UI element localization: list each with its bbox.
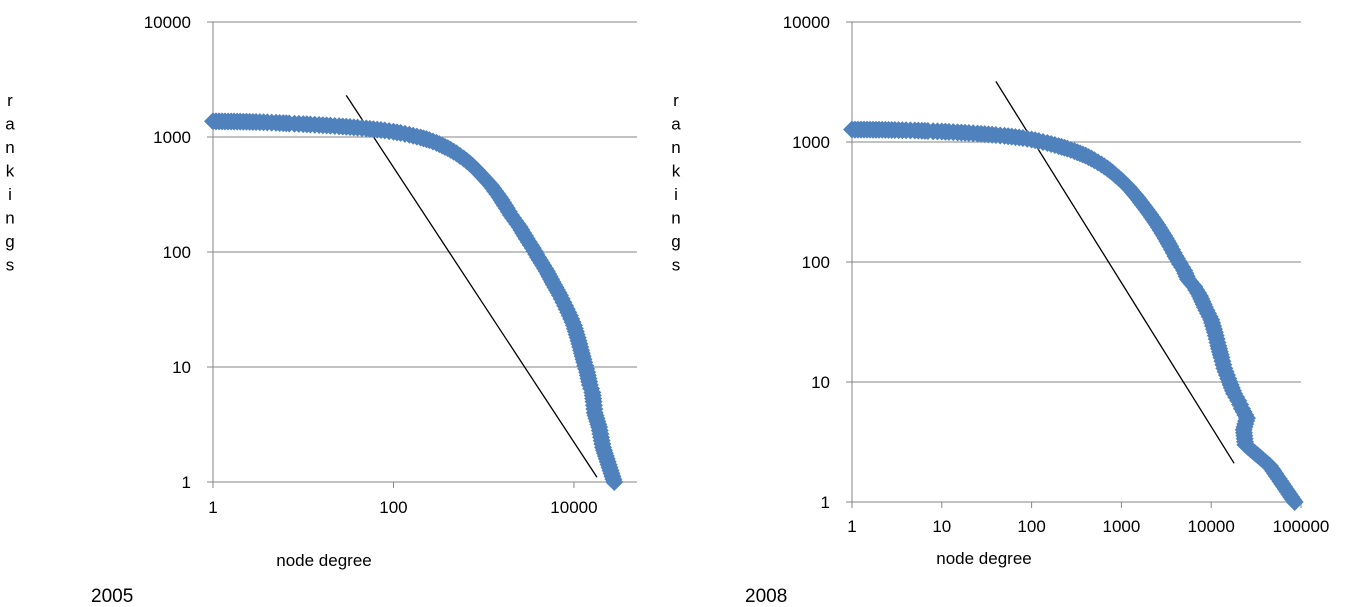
chart-caption-2005: 2005 [91,586,133,607]
tick-labels-2008: 1 10 100 1000 10000 1 10 100 1000 10000 100000 [783,13,1330,536]
y-tick-label: 1000 [153,128,191,147]
y-tick-label: 1 [182,473,191,492]
axes-2005 [207,21,637,488]
y-axis-title-letter: n [5,138,14,157]
x-tick-label: 100000 [1273,517,1330,536]
y-tick-label: 100 [802,253,830,272]
x-tick-label: 1 [847,517,856,536]
y-axis-title-letter: s [672,256,681,275]
y-axis-title-letter: n [5,209,14,228]
axes-2008 [846,21,1302,508]
x-tick-label: 100 [1017,517,1045,536]
y-axis-title-letter: a [5,115,15,134]
gridlines-2008 [852,21,1301,383]
fit-line-2005 [345,95,598,478]
data-point [1285,493,1304,511]
tick-labels-2005: 1 10 100 1000 10000 1 100 10000 [144,13,598,517]
y-axis-title-letter: r [7,91,13,110]
y-tick-label: 10000 [144,13,191,32]
y-tick-label: 10000 [783,13,830,32]
y-tick-label: 10 [172,358,191,377]
y-tick-label: 1000 [792,133,830,152]
x-axis-title-2008: node degree [936,549,1031,568]
y-axis-title-letter: r [673,91,679,110]
x-tick-label: 1 [208,498,217,517]
y-tick-label: 1 [821,493,830,512]
x-tick-label: 1000 [1102,517,1140,536]
y-axis-title-letter: s [6,256,15,275]
y-tick-label: 10 [811,373,830,392]
y-axis-title-letter: i [8,185,12,204]
fit-line [345,95,598,478]
x-tick-label: 100 [379,498,407,517]
data-points-2008 [843,120,1304,511]
data-points-2005 [204,112,624,491]
data-point [605,473,624,491]
y-axis-title-letter: g [5,232,14,251]
y-axis-title-letter: n [671,209,680,228]
y-tick-label: 100 [163,243,191,262]
x-tick-label: 10 [932,517,951,536]
y-axis-title-letter: g [671,232,680,251]
x-axis-title-2005: node degree [276,551,371,570]
y-axis-title-letter: k [672,162,681,181]
y-axis-title-letter: a [671,115,681,134]
y-axis-title-letter: n [671,138,680,157]
x-tick-label: 10000 [550,498,597,517]
chart-caption-2008: 2008 [745,586,787,607]
y-axis-title-letter: k [6,162,15,181]
y-axis-title-letter: i [674,185,678,204]
x-tick-label: 10000 [1188,517,1235,536]
